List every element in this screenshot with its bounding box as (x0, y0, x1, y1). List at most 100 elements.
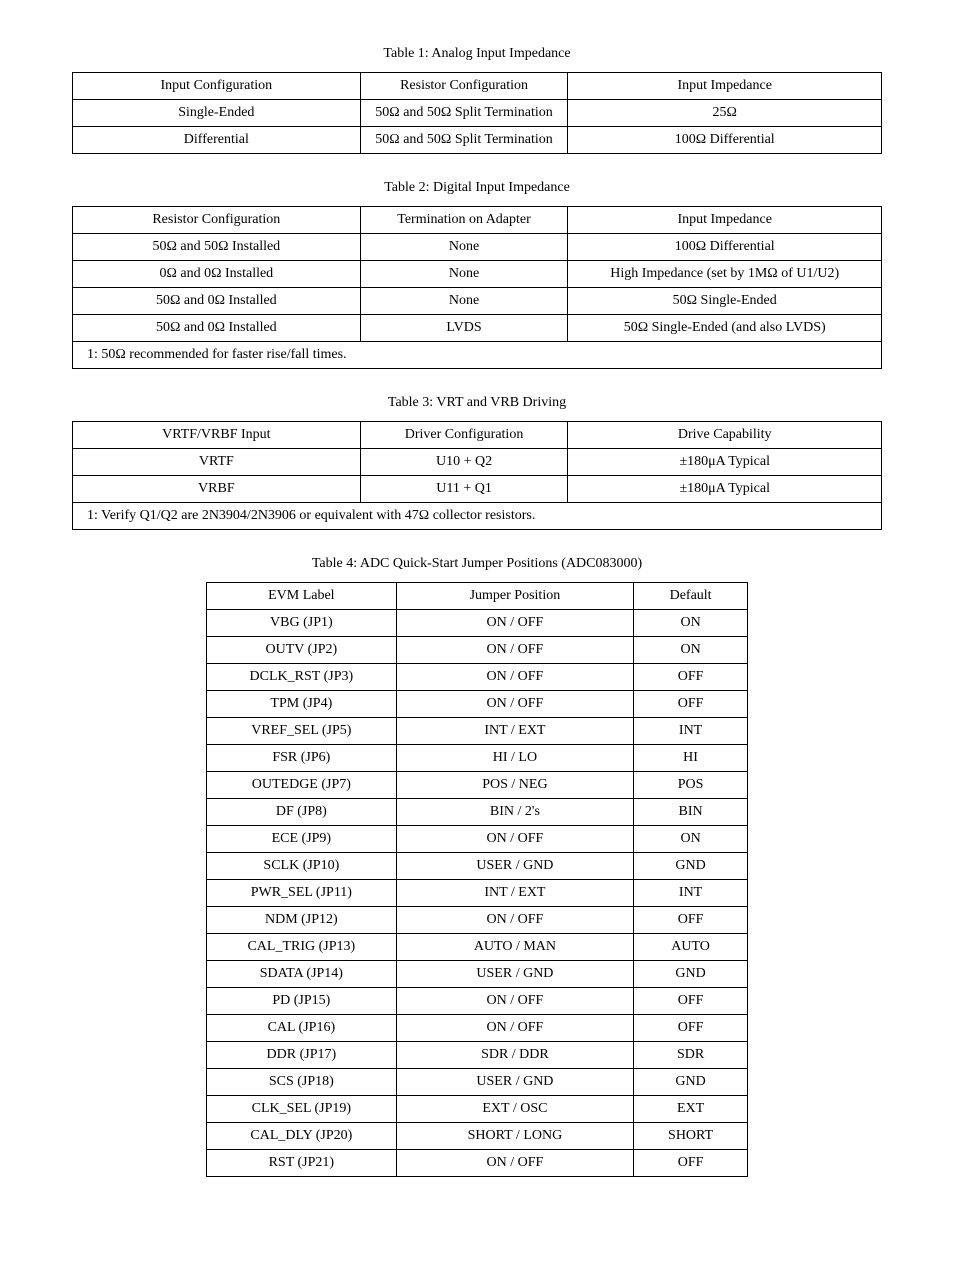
t2-r2c1: 0Ω and 0Ω Installed (73, 261, 361, 288)
t4-row1-c2: ON / OFF (396, 637, 633, 664)
t4-row2-c1: DCLK_RST (JP3) (207, 664, 397, 691)
t3-r1c2: U10 + Q2 (360, 449, 568, 476)
t4-row2-c2: ON / OFF (396, 664, 633, 691)
t4-row18-c1: CLK_SEL (JP19) (207, 1096, 397, 1123)
t4-row6-c1: OUTEDGE (JP7) (207, 772, 397, 799)
t2-r4c2: LVDS (360, 315, 568, 342)
t4-row14-c1: PD (JP15) (207, 988, 397, 1015)
t4-row5-c2: HI / LO (396, 745, 633, 772)
t4-row13-c1: SDATA (JP14) (207, 961, 397, 988)
t4-row16-c1: DDR (JP17) (207, 1042, 397, 1069)
t4-row12-c2: AUTO / MAN (396, 934, 633, 961)
t1-r1c1: Single-Ended (73, 100, 361, 127)
t3-r2c2: U11 + Q1 (360, 476, 568, 503)
t4-row19-c3: SHORT (634, 1123, 748, 1150)
t4-header-c1: EVM Label (207, 583, 397, 610)
t4-row10-c3: INT (634, 880, 748, 907)
t1-r1c3: 25Ω (568, 100, 882, 127)
t2-r3c2: None (360, 288, 568, 315)
t3-r2c3: ±180μA Typical (568, 476, 882, 503)
table4-caption: Table 4: ADC Quick-Start Jumper Position… (48, 556, 906, 572)
t4-row9-c3: GND (634, 853, 748, 880)
t2-h3: Input Impedance (568, 207, 882, 234)
t4-row2-c3: OFF (634, 664, 748, 691)
t4-row11-c3: OFF (634, 907, 748, 934)
t4-row0-c1: VBG (JP1) (207, 610, 397, 637)
t2-h1: Resistor Configuration (73, 207, 361, 234)
t4-row19-c1: CAL_DLY (JP20) (207, 1123, 397, 1150)
t4-row16-c2: SDR / DDR (396, 1042, 633, 1069)
table-analog-input-impedance: Input Configuration Resistor Configurati… (72, 72, 882, 154)
t4-row20-c1: RST (JP21) (207, 1150, 397, 1177)
t1-h1: Input Configuration (73, 73, 361, 100)
t4-row13-c3: GND (634, 961, 748, 988)
t4-row17-c1: SCS (JP18) (207, 1069, 397, 1096)
t4-row6-c3: POS (634, 772, 748, 799)
t4-row4-c3: INT (634, 718, 748, 745)
t1-h3: Input Impedance (568, 73, 882, 100)
t4-row4-c2: INT / EXT (396, 718, 633, 745)
t4-row8-c3: ON (634, 826, 748, 853)
t3-r1c1: VRTF (73, 449, 361, 476)
t1-r2c2: 50Ω and 50Ω Split Termination (360, 127, 568, 154)
table-jumper-positions: EVM LabelJumper PositionDefault VBG (JP1)… (206, 582, 748, 1177)
t2-h2: Termination on Adapter (360, 207, 568, 234)
t4-row19-c2: SHORT / LONG (396, 1123, 633, 1150)
t4-row14-c2: ON / OFF (396, 988, 633, 1015)
t2-r3c1: 50Ω and 0Ω Installed (73, 288, 361, 315)
t1-r2c1: Differential (73, 127, 361, 154)
t4-header-c2: Jumper Position (396, 583, 633, 610)
t4-row9-c1: SCLK (JP10) (207, 853, 397, 880)
t3-h3: Drive Capability (568, 422, 882, 449)
t2-r1c1: 50Ω and 50Ω Installed (73, 234, 361, 261)
t4-row14-c3: OFF (634, 988, 748, 1015)
t2-footnote: 1: 50Ω recommended for faster rise/fall … (73, 342, 882, 369)
t4-row6-c2: POS / NEG (396, 772, 633, 799)
t3-h2: Driver Configuration (360, 422, 568, 449)
t4-row0-c2: ON / OFF (396, 610, 633, 637)
t1-r1c2: 50Ω and 50Ω Split Termination (360, 100, 568, 127)
t4-row17-c3: GND (634, 1069, 748, 1096)
t4-row5-c3: HI (634, 745, 748, 772)
t4-row1-c1: OUTV (JP2) (207, 637, 397, 664)
table2-caption: Table 2: Digital Input Impedance (48, 180, 906, 196)
t4-row7-c3: BIN (634, 799, 748, 826)
t4-row8-c2: ON / OFF (396, 826, 633, 853)
t4-row0-c3: ON (634, 610, 748, 637)
t2-r2c3: High Impedance (set by 1MΩ of U1/U2) (568, 261, 882, 288)
t4-row17-c2: USER / GND (396, 1069, 633, 1096)
t4-row9-c2: USER / GND (396, 853, 633, 880)
t2-r1c2: None (360, 234, 568, 261)
t4-row3-c2: ON / OFF (396, 691, 633, 718)
t4-row12-c3: AUTO (634, 934, 748, 961)
t4-header-c3: Default (634, 583, 748, 610)
t4-row8-c1: ECE (JP9) (207, 826, 397, 853)
t2-r3c3: 50Ω Single-Ended (568, 288, 882, 315)
t4-row13-c2: USER / GND (396, 961, 633, 988)
t4-row7-c1: DF (JP8) (207, 799, 397, 826)
t4-row11-c1: NDM (JP12) (207, 907, 397, 934)
table-vrt-vrb: VRTF/VRBF Input Driver Configuration Dri… (72, 421, 882, 530)
t2-r1c3: 100Ω Differential (568, 234, 882, 261)
t4-row3-c1: TPM (JP4) (207, 691, 397, 718)
t4-row18-c2: EXT / OSC (396, 1096, 633, 1123)
t4-row10-c2: INT / EXT (396, 880, 633, 907)
t4-row1-c3: ON (634, 637, 748, 664)
t2-r2c2: None (360, 261, 568, 288)
t1-r2c3: 100Ω Differential (568, 127, 882, 154)
t4-row15-c3: OFF (634, 1015, 748, 1042)
t2-r4c1: 50Ω and 0Ω Installed (73, 315, 361, 342)
t3-footnote: 1: Verify Q1/Q2 are 2N3904/2N3906 or equ… (73, 503, 882, 530)
t4-row3-c3: OFF (634, 691, 748, 718)
t4-row16-c3: SDR (634, 1042, 748, 1069)
t4-row10-c1: PWR_SEL (JP11) (207, 880, 397, 907)
t4-row11-c2: ON / OFF (396, 907, 633, 934)
t4-row20-c3: OFF (634, 1150, 748, 1177)
t4-row5-c1: FSR (JP6) (207, 745, 397, 772)
table-digital-input-impedance: Resistor Configuration Termination on Ad… (72, 206, 882, 369)
t1-h2: Resistor Configuration (360, 73, 568, 100)
t3-r1c3: ±180μA Typical (568, 449, 882, 476)
t4-row15-c2: ON / OFF (396, 1015, 633, 1042)
t4-row15-c1: CAL (JP16) (207, 1015, 397, 1042)
t4-row20-c2: ON / OFF (396, 1150, 633, 1177)
